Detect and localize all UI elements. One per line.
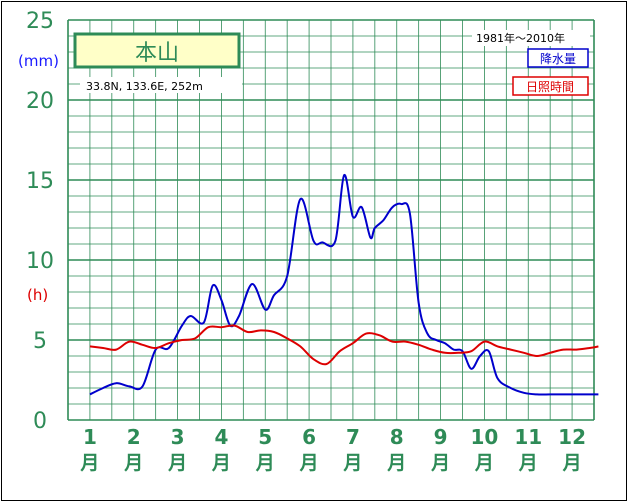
series-lines bbox=[89, 174, 599, 396]
legend-sunshine-box bbox=[512, 76, 589, 96]
month-suffix-label: 月 bbox=[518, 452, 538, 474]
y-tick-label: 10 bbox=[26, 249, 54, 274]
y-tick-label: 25 bbox=[26, 9, 54, 34]
y-tick-label: 20 bbox=[26, 89, 54, 114]
y-tick-label: 0 bbox=[33, 409, 47, 434]
month-suffix-label: 月 bbox=[430, 452, 450, 474]
month-suffix-label: 月 bbox=[211, 452, 231, 474]
month-suffix-label: 月 bbox=[167, 452, 187, 474]
month-suffix-label: 月 bbox=[562, 452, 582, 474]
month-number-label: 6 bbox=[302, 425, 316, 449]
location-bg bbox=[80, 77, 242, 93]
month-number-label: 12 bbox=[558, 425, 586, 449]
month-number-label: 11 bbox=[514, 425, 542, 449]
month-number-label: 7 bbox=[346, 425, 360, 449]
month-suffix-label: 月 bbox=[79, 452, 99, 474]
month-number-label: 2 bbox=[127, 425, 141, 449]
month-number-label: 8 bbox=[390, 425, 404, 449]
legend-precip-box bbox=[527, 48, 589, 68]
month-number-label: 3 bbox=[171, 425, 185, 449]
month-number-label: 10 bbox=[470, 425, 498, 449]
month-suffix-label: 月 bbox=[299, 452, 319, 474]
month-suffix-label: 月 bbox=[386, 452, 406, 474]
legend-sunshine: 日照時間 bbox=[526, 80, 574, 94]
month-suffix-label: 月 bbox=[255, 452, 275, 474]
sunshine-line bbox=[89, 324, 599, 366]
precipitation-line bbox=[89, 174, 599, 396]
month-number-label: 4 bbox=[214, 425, 228, 449]
y-tick-label: 5 bbox=[33, 329, 47, 354]
y-unit-h: (h) bbox=[27, 286, 48, 304]
month-suffix-label: 月 bbox=[123, 452, 143, 474]
month-suffix-label: 月 bbox=[474, 452, 494, 474]
location-text: 33.8N, 133.6E, 252m bbox=[86, 80, 203, 93]
period-text: 1981年〜2010年 bbox=[476, 31, 565, 45]
period-bg bbox=[472, 30, 590, 46]
month-number-label: 5 bbox=[258, 425, 272, 449]
y-axis: 0 5 10 15 20 25 bbox=[26, 9, 54, 434]
x-axis: 1 月 2 月 3 月 4 月 5 月 6 月 7 月 8 月 9 月 10 月 11 月 12 月 bbox=[79, 425, 586, 474]
month-number-label: 1 bbox=[83, 425, 97, 449]
station-name: 本山 bbox=[135, 41, 179, 66]
y-tick-label: 15 bbox=[26, 169, 54, 194]
legend-precip: 降水量 bbox=[540, 52, 576, 66]
station-box bbox=[73, 32, 241, 69]
month-suffix-label: 月 bbox=[342, 452, 362, 474]
y-unit-mm: (mm) bbox=[18, 52, 59, 70]
month-number-label: 9 bbox=[434, 425, 448, 449]
